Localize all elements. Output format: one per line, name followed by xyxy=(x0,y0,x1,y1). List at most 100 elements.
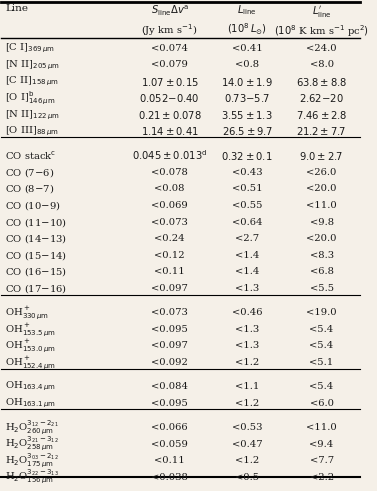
Text: <11.0: <11.0 xyxy=(306,201,337,210)
Text: $0.045 \pm 0.013^{\rm d}$: $0.045 \pm 0.013^{\rm d}$ xyxy=(132,149,207,163)
Text: [C II]$_{158\,\mu{\rm m}}$: [C II]$_{158\,\mu{\rm m}}$ xyxy=(5,75,59,88)
Text: <0.12: <0.12 xyxy=(154,251,185,260)
Text: <0.55: <0.55 xyxy=(232,201,262,210)
Text: <0.11: <0.11 xyxy=(154,268,185,276)
Text: <6.0: <6.0 xyxy=(310,399,334,408)
Text: <0.074: <0.074 xyxy=(151,44,188,53)
Text: $S_{\rm line}\Delta v^{\rm a}$
(Jy km s$^{-1}$): $S_{\rm line}\Delta v^{\rm a}$ (Jy km s$… xyxy=(141,3,198,38)
Text: OH$_{163.4\,\mu{\rm m}}$: OH$_{163.4\,\mu{\rm m}}$ xyxy=(5,380,56,393)
Text: CO (10$-$9): CO (10$-$9) xyxy=(5,199,61,212)
Text: $0.21 \pm 0.078$: $0.21 \pm 0.078$ xyxy=(138,109,202,121)
Text: <0.51: <0.51 xyxy=(231,184,262,193)
Text: CO (11$-$10): CO (11$-$10) xyxy=(5,216,67,229)
Text: <11.0: <11.0 xyxy=(306,423,337,432)
Text: CO stack$^{\rm c}$: CO stack$^{\rm c}$ xyxy=(5,149,56,162)
Text: <0.08: <0.08 xyxy=(155,184,185,193)
Text: $0.32 \pm 0.1$: $0.32 \pm 0.1$ xyxy=(221,150,273,162)
Text: [C I]$_{369\,\mu{\rm m}}$: [C I]$_{369\,\mu{\rm m}}$ xyxy=(5,42,55,55)
Text: <20.0: <20.0 xyxy=(307,234,337,243)
Text: <9.8: <9.8 xyxy=(310,218,334,227)
Text: <1.2: <1.2 xyxy=(235,358,259,367)
Text: <7.7: <7.7 xyxy=(310,456,334,465)
Text: <19.0: <19.0 xyxy=(306,308,337,317)
Text: [O I]$_{146\,\mu{\rm m}}^{\rm b}$: [O I]$_{146\,\mu{\rm m}}^{\rm b}$ xyxy=(5,89,55,107)
Text: <24.0: <24.0 xyxy=(306,44,337,53)
Text: <0.095: <0.095 xyxy=(151,325,188,334)
Text: [N II]$_{205\,\mu{\rm m}}$: [N II]$_{205\,\mu{\rm m}}$ xyxy=(5,58,60,72)
Text: <0.43: <0.43 xyxy=(231,168,262,177)
Text: $63.8 \pm 8.8$: $63.8 \pm 8.8$ xyxy=(296,76,347,87)
Text: CO (16$-$15): CO (16$-$15) xyxy=(5,266,67,278)
Text: <0.41: <0.41 xyxy=(231,44,262,53)
Text: <1.3: <1.3 xyxy=(235,284,259,293)
Text: <8.3: <8.3 xyxy=(310,251,334,260)
Text: <0.11: <0.11 xyxy=(154,456,185,465)
Text: <2.2: <2.2 xyxy=(310,473,334,482)
Text: $9.0 \pm 2.7$: $9.0 \pm 2.7$ xyxy=(299,150,344,162)
Text: OH$^+_{330\,\mu{\rm m}}$: OH$^+_{330\,\mu{\rm m}}$ xyxy=(5,304,49,321)
Text: <1.4: <1.4 xyxy=(235,268,259,276)
Text: OH$^+_{153.5\,\mu{\rm m}}$: OH$^+_{153.5\,\mu{\rm m}}$ xyxy=(5,321,56,338)
Text: OH$^+_{153.0\,\mu{\rm m}}$: OH$^+_{153.0\,\mu{\rm m}}$ xyxy=(5,338,56,355)
Text: CO (17$-$16): CO (17$-$16) xyxy=(5,282,67,295)
Text: <5.5: <5.5 xyxy=(310,284,334,293)
Text: <9.4: <9.4 xyxy=(310,439,334,449)
Text: $1.07 \pm 0.15$: $1.07 \pm 0.15$ xyxy=(141,76,199,87)
Text: <0.092: <0.092 xyxy=(151,358,188,367)
Text: <0.097: <0.097 xyxy=(151,284,188,293)
Text: $L_{\rm line}$
$(10^8\,L_{\odot})$: $L_{\rm line}$ $(10^8\,L_{\odot})$ xyxy=(227,3,267,37)
Text: OH$_{163.1\,\mu{\rm m}}$: OH$_{163.1\,\mu{\rm m}}$ xyxy=(5,397,56,410)
Text: <20.0: <20.0 xyxy=(307,184,337,193)
Text: $1.14 \pm 0.41$: $1.14 \pm 0.41$ xyxy=(141,126,199,137)
Text: <0.47: <0.47 xyxy=(231,439,262,449)
Text: <0.059: <0.059 xyxy=(151,439,188,449)
Text: $L^{\prime}_{\rm line}$
$(10^8$ K km s$^{-1}$ pc$^2)$: $L^{\prime}_{\rm line}$ $(10^8$ K km s$^… xyxy=(274,3,369,39)
Text: CO (15$-$14): CO (15$-$14) xyxy=(5,249,67,262)
Text: <0.5: <0.5 xyxy=(235,473,259,482)
Text: <0.084: <0.084 xyxy=(151,382,188,391)
Text: OH$^+_{152.4\,\mu{\rm m}}$: OH$^+_{152.4\,\mu{\rm m}}$ xyxy=(5,354,56,371)
Text: <1.3: <1.3 xyxy=(235,341,259,351)
Text: <0.073: <0.073 xyxy=(151,308,188,317)
Text: [O III]$_{88\,\mu{\rm m}}$: [O III]$_{88\,\mu{\rm m}}$ xyxy=(5,125,59,138)
Text: <2.7: <2.7 xyxy=(235,234,259,243)
Text: H$_2$O$^{3_{22}-3_{13}}_{156\,\mu{\rm m}}$: H$_2$O$^{3_{22}-3_{13}}_{156\,\mu{\rm m}… xyxy=(5,468,59,487)
Text: <0.079: <0.079 xyxy=(151,60,188,70)
Text: <0.078: <0.078 xyxy=(151,168,188,177)
Text: $14.0 \pm 1.9$: $14.0 \pm 1.9$ xyxy=(221,76,273,87)
Text: <6.8: <6.8 xyxy=(310,268,334,276)
Text: <0.097: <0.097 xyxy=(151,341,188,351)
Text: <0.066: <0.066 xyxy=(151,423,188,432)
Text: <0.069: <0.069 xyxy=(151,201,188,210)
Text: $21.2 \pm 7.7$: $21.2 \pm 7.7$ xyxy=(296,126,347,137)
Text: <1.4: <1.4 xyxy=(235,251,259,260)
Text: $3.55 \pm 1.3$: $3.55 \pm 1.3$ xyxy=(221,109,273,121)
Text: <1.3: <1.3 xyxy=(235,325,259,334)
Text: <0.038: <0.038 xyxy=(151,473,188,482)
Text: CO (14$-$13): CO (14$-$13) xyxy=(5,232,67,245)
Text: <8.0: <8.0 xyxy=(310,60,334,70)
Text: <0.64: <0.64 xyxy=(232,218,262,227)
Text: <0.24: <0.24 xyxy=(154,234,185,243)
Text: <5.4: <5.4 xyxy=(310,341,334,351)
Text: <5.4: <5.4 xyxy=(310,325,334,334)
Text: <1.2: <1.2 xyxy=(235,399,259,408)
Text: <0.53: <0.53 xyxy=(232,423,262,432)
Text: <0.8: <0.8 xyxy=(235,60,259,70)
Text: Line: Line xyxy=(5,3,28,13)
Text: <26.0: <26.0 xyxy=(307,168,337,177)
Text: $26.5 \pm 9.7$: $26.5 \pm 9.7$ xyxy=(222,126,272,137)
Text: [N II]$_{122\,\mu{\rm m}}$: [N II]$_{122\,\mu{\rm m}}$ xyxy=(5,108,60,122)
Text: <5.1: <5.1 xyxy=(310,358,334,367)
Text: $0.73{-}5.7$: $0.73{-}5.7$ xyxy=(224,92,270,104)
Text: <1.1: <1.1 xyxy=(235,382,259,391)
Text: H$_2$O$^{3_{21}-3_{12}}_{258\,\mu{\rm m}}$: H$_2$O$^{3_{21}-3_{12}}_{258\,\mu{\rm m}… xyxy=(5,435,59,453)
Text: H$_2$O$^{3_{03}-2_{12}}_{175\,\mu{\rm m}}$: H$_2$O$^{3_{03}-2_{12}}_{175\,\mu{\rm m}… xyxy=(5,452,59,470)
Text: $0.052{-}0.40$: $0.052{-}0.40$ xyxy=(139,92,200,104)
Text: <0.095: <0.095 xyxy=(151,399,188,408)
Text: CO (7$-$6): CO (7$-$6) xyxy=(5,166,54,179)
Text: H$_2$O$^{3_{12}-2_{21}}_{260\,\mu{\rm m}}$: H$_2$O$^{3_{12}-2_{21}}_{260\,\mu{\rm m}… xyxy=(5,418,59,436)
Text: $7.46 \pm 2.8$: $7.46 \pm 2.8$ xyxy=(296,109,347,121)
Text: <0.46: <0.46 xyxy=(232,308,262,317)
Text: <1.2: <1.2 xyxy=(235,456,259,465)
